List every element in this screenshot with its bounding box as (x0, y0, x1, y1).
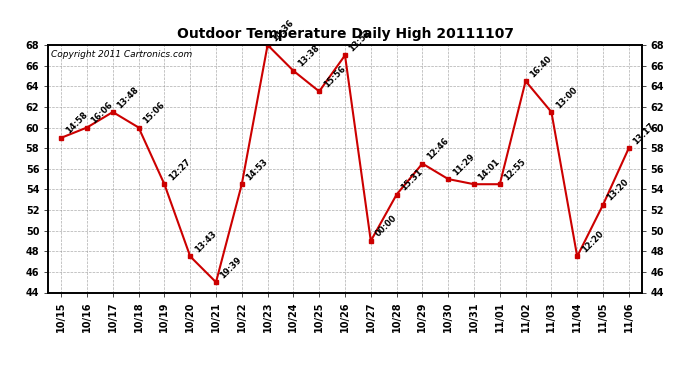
Text: Copyright 2011 Cartronics.com: Copyright 2011 Cartronics.com (51, 50, 193, 59)
Text: 12:27: 12:27 (167, 157, 193, 182)
Text: 12:55: 12:55 (502, 157, 528, 182)
Text: 13:43: 13:43 (193, 229, 218, 254)
Text: 15:56: 15:56 (322, 64, 347, 89)
Text: 11:29: 11:29 (451, 152, 476, 177)
Text: 13:20: 13:20 (606, 178, 631, 203)
Text: 16:40: 16:40 (528, 54, 553, 79)
Text: 14:36: 14:36 (270, 18, 295, 43)
Text: 16:06: 16:06 (90, 100, 115, 125)
Text: 15:06: 15:06 (141, 100, 166, 125)
Text: 14:53: 14:53 (244, 157, 270, 182)
Text: 14:58: 14:58 (63, 111, 89, 136)
Text: 13:38: 13:38 (296, 44, 321, 69)
Text: 13:48: 13:48 (115, 85, 141, 110)
Text: 00:00: 00:00 (373, 214, 398, 239)
Text: 19:39: 19:39 (219, 255, 244, 280)
Text: 14:01: 14:01 (477, 157, 502, 182)
Text: 13:52: 13:52 (348, 28, 373, 53)
Text: 12:46: 12:46 (425, 136, 451, 162)
Text: 13:00: 13:00 (554, 85, 579, 110)
Text: 13:17: 13:17 (631, 121, 657, 146)
Text: 15:31: 15:31 (400, 167, 424, 192)
Text: 12:20: 12:20 (580, 229, 605, 254)
Title: Outdoor Temperature Daily High 20111107: Outdoor Temperature Daily High 20111107 (177, 27, 513, 41)
